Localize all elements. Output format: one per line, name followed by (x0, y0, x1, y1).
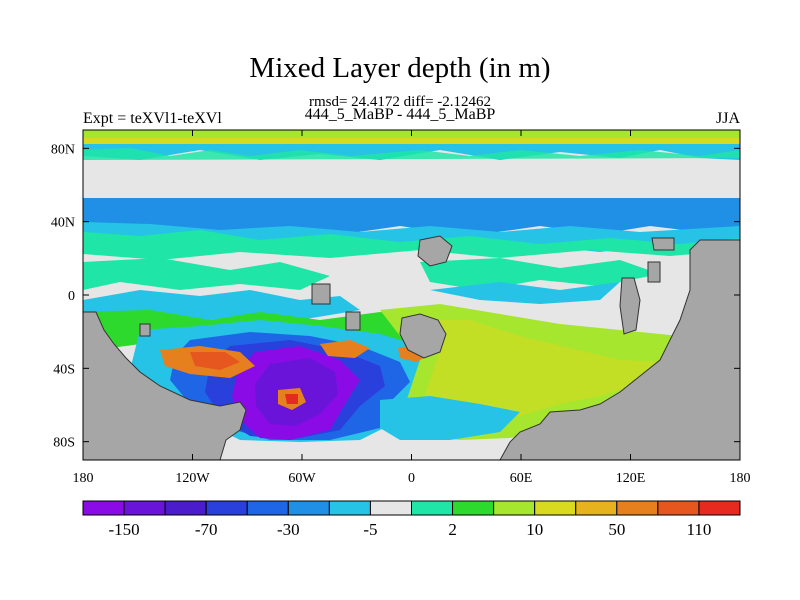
y-tick-label: 80S (53, 436, 75, 451)
tropical-blue-patch-east (430, 282, 620, 304)
land-island-north-b (651, 237, 675, 251)
y-axis: 80N 40N 0 40S 80S (51, 142, 740, 451)
land-east-continent (499, 239, 740, 460)
colorbar-swatch (493, 500, 536, 516)
hotspot-atlantic (320, 340, 370, 358)
colorbar-label: 110 (687, 520, 712, 539)
colorbar-swatch (287, 500, 330, 516)
x-tick-label: 60E (510, 471, 533, 486)
land-island-central (311, 283, 331, 305)
colorbar-swatch (82, 500, 125, 516)
colorbar-swatch (616, 500, 659, 516)
southern-cyan-east (380, 396, 520, 440)
land-island-atlantic (399, 313, 447, 359)
colorbar-label: -30 (277, 520, 300, 539)
map-plot-area (83, 130, 740, 460)
y-tick-label: 40S (53, 362, 75, 377)
colorbar-swatch (123, 500, 166, 516)
colorbar-swatch (328, 500, 371, 516)
tropical-green-patch-west (83, 258, 330, 290)
land-island-north-a (417, 235, 453, 267)
colorbar-swatch (369, 500, 412, 516)
colorbar-label: 2 (448, 520, 457, 539)
x-tick-label: 0 (408, 471, 415, 486)
x-tick-label: 120E (616, 471, 646, 486)
land-west-continent (83, 311, 247, 460)
x-axis: 180 120W 60W 0 60E 120E 180 (73, 130, 751, 486)
colorbar-label: -5 (363, 520, 377, 539)
tropical-green-patch-center (420, 258, 660, 290)
colorbar-label: -70 (195, 520, 218, 539)
colorbar-swatch (164, 500, 207, 516)
northern-green-band (83, 230, 740, 260)
colorbar-swatch (246, 500, 289, 516)
colorbar-label: 50 (608, 520, 625, 539)
y-tick-label: 40N (51, 216, 75, 231)
southern-green-east (420, 320, 660, 430)
hotspot-southern-core (285, 394, 298, 404)
land-island-south-b (139, 323, 151, 337)
arctic-yellow-band (83, 138, 740, 145)
colorbar-swatch (205, 500, 248, 516)
hotspot-west-pacific-core (190, 352, 240, 370)
colorbar-swatch (575, 500, 618, 516)
x-tick-label: 180 (73, 471, 94, 486)
colorbar-swatch (534, 500, 577, 516)
y-tick-label: 80N (51, 142, 75, 157)
colorbar-swatch (698, 500, 741, 516)
arctic-green-patch (83, 148, 740, 160)
season-label: JJA (716, 110, 741, 127)
stats-text: rmsd= 24.4172 diff= -2.12462 (308, 94, 492, 110)
land-island-east-a (619, 277, 641, 335)
y-tick-label: 0 (68, 289, 75, 304)
land-island-east-b (647, 261, 661, 283)
colorbar-swatch (411, 500, 454, 516)
x-tick-label: 60W (288, 471, 316, 486)
colorbar-swatch (452, 500, 495, 516)
colorbar-label: 10 (526, 520, 543, 539)
colorbar-label: -150 (108, 520, 139, 539)
chart-title: Mixed Layer depth (in m) (249, 52, 551, 84)
x-tick-label: 120W (175, 471, 210, 486)
chart-subtitle: 444_5_MaBP - 444_5_MaBP (304, 106, 496, 123)
colorbar: -150 -70 -30 -5 2 10 50 110 (82, 500, 741, 539)
x-tick-label: 180 (730, 471, 751, 486)
land-island-south-a (345, 311, 361, 331)
experiment-label: Expt = teXVl1-teXVl (83, 110, 222, 127)
colorbar-swatch (657, 500, 700, 516)
